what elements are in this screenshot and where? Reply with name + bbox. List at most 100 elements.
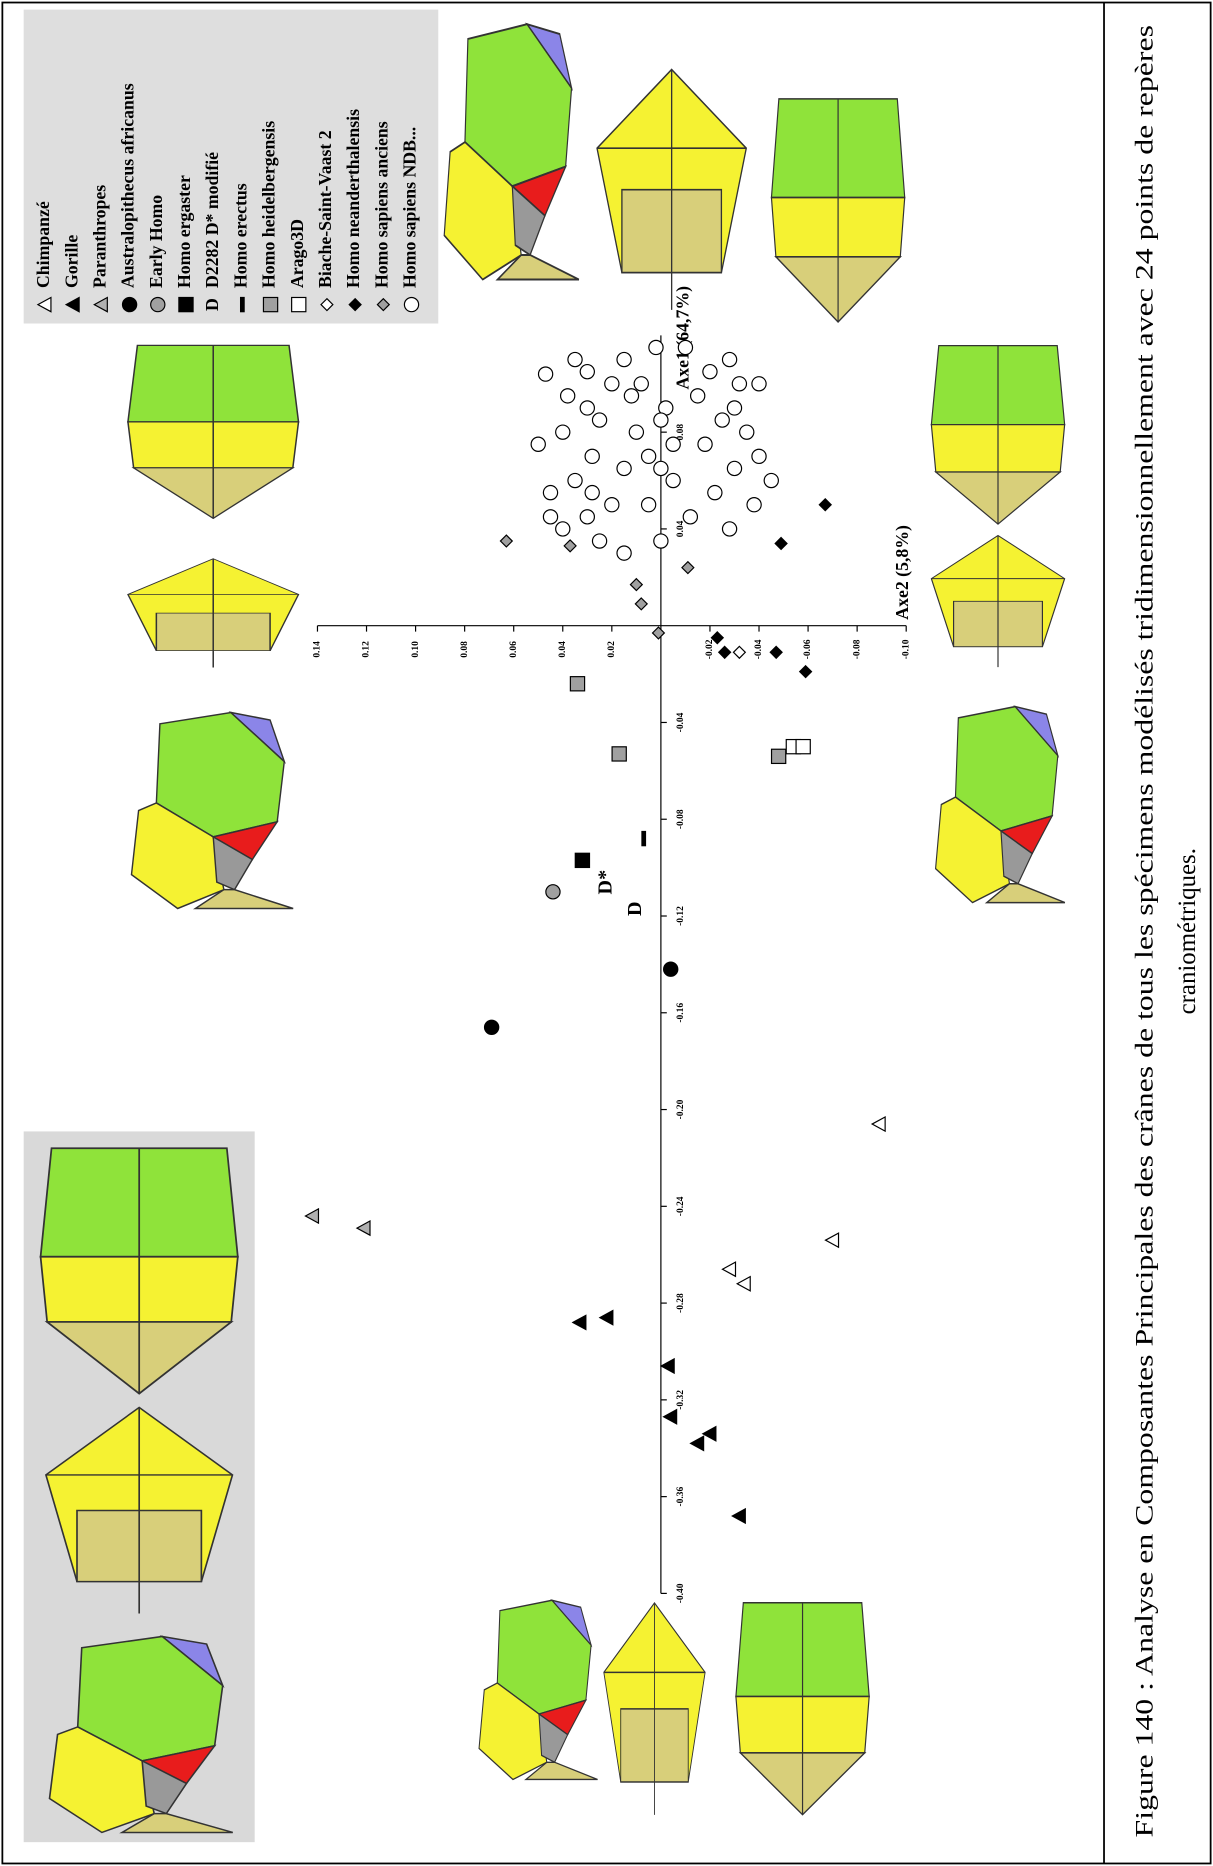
point [304,1207,320,1225]
point [751,376,767,392]
point [567,472,583,489]
caption-line: craniométriques. [1174,848,1201,1014]
x-tick-label: -0.04 [676,712,686,732]
legend-box [23,9,439,324]
point [870,1115,886,1133]
caption-line: Figure 140 : Analyse en Composantes Prin… [1131,25,1158,1837]
point [663,961,679,977]
point-label: D [624,901,646,916]
legend-label: Homo neanderthalensis [343,109,363,288]
point [623,388,640,404]
legend-label: Early Homo [146,195,166,288]
point [731,1507,746,1525]
y-tick-label: -0.06 [803,639,813,659]
point [689,388,706,404]
point [579,400,595,416]
legend-label: Homo ergaster [174,175,194,288]
legend-symbol [64,296,80,313]
x-tick-label: -0.16 [676,1003,686,1023]
y-tick-label: -0.08 [852,639,862,659]
point [651,626,666,640]
point [751,448,767,465]
point [584,448,600,465]
point [559,388,576,404]
point [798,664,813,679]
point [648,339,664,356]
point [545,884,561,900]
x-tick-label: -0.36 [676,1487,686,1507]
point [714,412,730,428]
legend-symbol: D [202,298,222,311]
point [629,577,644,592]
point [707,484,723,501]
point [598,1309,614,1326]
point [677,339,694,356]
legend-label: Australopithecus africanus [118,83,138,288]
point [542,509,559,525]
point [569,676,586,692]
x-axis-title: Axe1 (64,7%) [673,286,693,390]
point [726,400,743,416]
point [640,497,657,513]
point [591,533,608,549]
y-tick-label: -0.10 [901,639,911,659]
point [571,1314,587,1331]
legend-symbol [239,296,245,313]
y-axis-title: Axe2 (5,8%) [892,525,912,620]
point [584,484,600,501]
point [555,424,571,440]
legend-symbol [403,296,420,313]
legend-symbol [36,296,52,313]
point-label: D* [595,870,617,895]
legend-label: Arago3D [287,219,307,288]
legend-symbol [320,297,334,312]
point [641,830,647,847]
point [653,412,669,428]
x-tick-label: -0.40 [676,1583,686,1603]
x-tick-label: 0.04 [676,520,686,537]
point [697,436,713,452]
point [702,363,718,380]
y-tick-label: 0.02 [607,641,617,658]
point [574,852,591,869]
point [770,748,787,765]
y-tick-label: 0.06 [509,641,519,658]
point [717,645,732,660]
point [682,509,699,525]
point [681,560,695,575]
point [628,424,645,440]
point [616,460,632,477]
point [701,1425,717,1442]
point [665,472,681,489]
point [710,631,725,645]
point [542,484,559,501]
x-tick-label: -0.12 [676,906,686,926]
point [591,412,608,428]
legend-symbol [348,297,362,312]
point [563,539,577,553]
point [537,366,554,382]
point [662,1408,678,1425]
point [653,533,669,549]
point [555,521,571,537]
point [530,436,546,452]
x-tick-label: -0.24 [676,1196,686,1216]
point [735,1275,751,1292]
legend-label: Chimpanzé [33,201,53,288]
legend-symbol [262,296,279,313]
point [721,521,738,537]
point [795,738,811,755]
point [746,497,762,513]
legend-label: Homo sapiens anciens [371,121,391,288]
point [824,1232,840,1249]
point [499,534,514,548]
point [721,351,738,368]
point [732,645,747,660]
point [616,351,632,368]
legend-label: Homo sapiens NDB... [400,127,420,288]
legend-symbol [291,296,307,313]
point [567,351,583,368]
legend-symbol [178,296,194,313]
legend-symbol [121,296,138,313]
x-tick-label: -0.32 [676,1390,686,1410]
